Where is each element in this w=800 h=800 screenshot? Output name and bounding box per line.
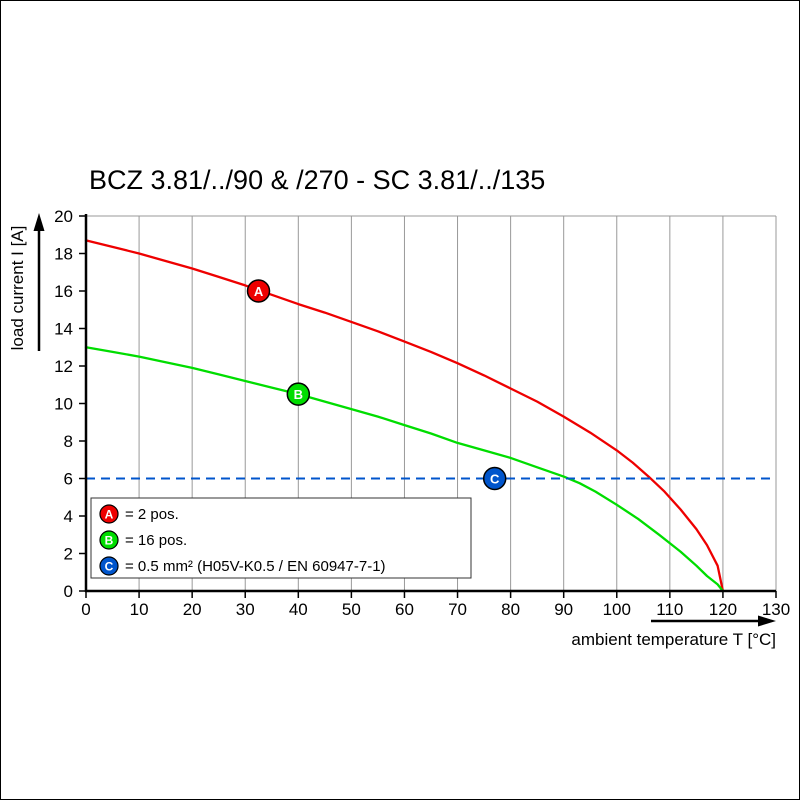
legend-letter-A: A	[105, 508, 114, 522]
curve-B	[84, 346, 725, 593]
y-tick-label-4: 4	[64, 507, 73, 526]
x-tick-label-0: 0	[81, 600, 90, 619]
y-tick-label-8: 8	[64, 432, 73, 451]
legend-marker-B-icon	[99, 530, 119, 550]
x-axis-arrowhead	[758, 615, 776, 627]
x-tick-label-10: 10	[130, 600, 149, 619]
x-tick-label-50: 50	[342, 600, 361, 619]
x-tick-label-120: 120	[709, 600, 737, 619]
gridlines	[86, 215, 777, 591]
marker-A: A	[246, 279, 271, 303]
curve-markers: A B C	[246, 279, 507, 491]
legend-item-C: C = 0.5 mm² (H05V-K0.5 / EN 60947-7-1)	[99, 556, 386, 576]
marker-A-letter: A	[254, 284, 264, 299]
x-axis-label-group: ambient temperature T [°C]	[571, 615, 776, 649]
y-axis-arrowhead	[33, 213, 45, 231]
marker-B-circle	[286, 382, 311, 406]
legend-box	[90, 497, 472, 579]
x-tick-label-70: 70	[448, 600, 467, 619]
y-tick-label-14: 14	[54, 320, 73, 339]
x-tick-label-30: 30	[236, 600, 255, 619]
legend-letter-C: C	[105, 560, 114, 574]
x-tick-label-90: 90	[554, 600, 573, 619]
marker-A-circle	[246, 279, 271, 303]
x-tick-label-20: 20	[183, 600, 202, 619]
legend-marker-A-icon	[99, 504, 119, 524]
y-tick-label-20: 20	[54, 207, 73, 226]
marker-C: C	[482, 466, 507, 491]
y-tick-label-18: 18	[54, 245, 73, 264]
chart-title: BCZ 3.81/../90 & /270 - SC 3.81/../135	[89, 165, 545, 195]
y-tick-label-0: 0	[64, 582, 73, 601]
legend: A = 2 pos. B = 16 pos. C = 0.5 mm² (H05V…	[90, 497, 472, 579]
x-tick-label-130: 130	[762, 600, 790, 619]
x-tick-label-80: 80	[501, 600, 520, 619]
y-tick-label-6: 6	[64, 470, 73, 489]
legend-label-C: = 0.5 mm² (H05V-K0.5 / EN 60947-7-1)	[125, 558, 386, 575]
y-tick-label-16: 16	[54, 282, 73, 301]
legend-letter-B: B	[105, 534, 114, 548]
axis-ticks: 0 10 20 30 40 50 60 70 80 90 100 110 120 130 0 2 4 6 8 10 12…	[54, 207, 790, 619]
marker-C-circle	[482, 466, 507, 491]
marker-B-letter: B	[294, 387, 303, 402]
legend-item-B: B = 16 pos.	[99, 530, 187, 550]
y-axis-label-group: load current I [A]	[8, 213, 45, 351]
y-tick-label-2: 2	[64, 545, 73, 564]
curves	[84, 239, 776, 593]
x-axis-label: ambient temperature T [°C]	[571, 630, 776, 649]
legend-item-A: A = 2 pos.	[99, 504, 179, 524]
y-axis-label: load current I [A]	[8, 226, 27, 351]
legend-label-A: = 2 pos.	[125, 506, 179, 523]
x-tick-label-40: 40	[289, 600, 308, 619]
y-tick-label-12: 12	[54, 357, 73, 376]
curve-A	[84, 239, 725, 593]
y-tick-label-10: 10	[54, 395, 73, 414]
x-tick-label-110: 110	[656, 600, 683, 619]
marker-C-letter: C	[490, 471, 500, 486]
x-tick-label-60: 60	[395, 600, 414, 619]
x-tick-label-100: 100	[603, 600, 631, 619]
legend-label-B: = 16 pos.	[125, 532, 187, 549]
marker-B: B	[286, 382, 311, 406]
legend-marker-C-icon	[99, 556, 119, 576]
